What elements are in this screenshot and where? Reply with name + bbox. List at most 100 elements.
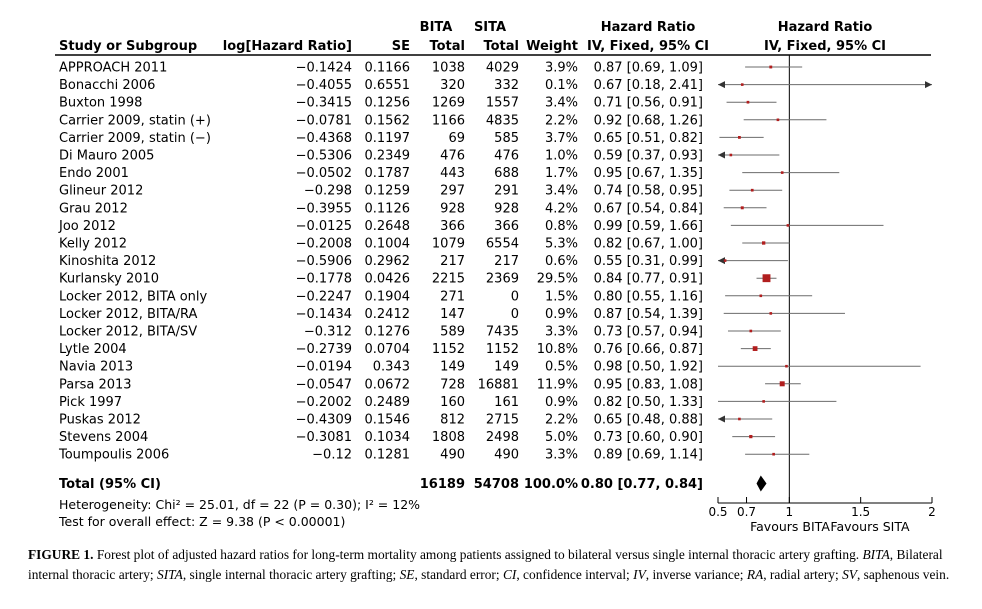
study-sita-total: 2715 [486,413,519,428]
study-bita-total: 728 [440,377,465,392]
study-point-marker [761,241,766,245]
study-se: 0.1276 [365,325,411,340]
study-weight: 29.5% [537,272,578,287]
study-hazard-ratio-ci: 0.87 [0.69, 1.09] [594,61,703,76]
study-se: 0.1904 [365,289,411,304]
study-weight: 1.5% [545,289,578,304]
study-se: 0.1259 [365,184,411,199]
x-axis-tick-label: 1.5 [851,505,870,519]
study-point-marker [723,259,727,262]
header-plot-bottom: IV, Fixed, 95% CI [764,39,886,54]
study-bita-total: 443 [440,166,465,181]
study-se: 0.1126 [365,201,411,216]
study-hazard-ratio-ci: 0.95 [0.83, 1.08] [594,377,703,392]
study-bita-total: 1166 [432,113,465,128]
study-weight: 10.8% [537,342,578,357]
caption-part: BITA [862,547,890,562]
study-sita-total: 4029 [486,61,519,76]
study-point-marker [746,100,750,104]
study-loghr: −0.312 [304,325,352,340]
study-name: Locker 2012, BITA/RA [59,307,197,322]
overall-effect-text: Test for overall effect: Z = 9.38 (P < 0… [58,514,345,529]
study-point-marker [769,65,773,69]
caption-text: Forest plot of adjusted hazard ratios fo… [28,547,949,582]
study-loghr: −0.3955 [296,201,352,216]
study-hazard-ratio-ci: 0.87 [0.54, 1.39] [594,307,703,322]
study-weight: 3.9% [545,61,578,76]
study-hazard-ratio-ci: 0.82 [0.50, 1.33] [594,395,703,410]
study-se: 0.1256 [365,96,411,111]
study-weight: 5.3% [545,237,578,252]
study-hazard-ratio-ci: 0.65 [0.48, 0.88] [594,413,703,428]
study-bita-total: 2215 [432,272,465,287]
ci-arrow-left-icon [718,81,725,89]
caption-part: IV [633,567,646,582]
study-name: Carrier 2009, statin (+) [59,113,211,128]
study-se: 0.1166 [365,61,411,76]
study-loghr: −0.3415 [296,96,352,111]
total-weight: 100.0% [524,477,578,492]
study-weight: 0.5% [545,360,578,375]
total-hazard-ratio-ci: 0.80 [0.77, 0.84] [581,477,703,492]
forest-plot: BITA SITA Hazard Ratio Hazard Ratio Study or… [55,20,936,534]
study-point-marker [750,188,754,192]
study-loghr: −0.0502 [296,166,352,181]
study-bita-total: 297 [440,184,465,199]
study-sita-total: 928 [494,201,519,216]
total-sita: 54708 [474,477,519,492]
study-sita-total: 149 [494,360,519,375]
study-name: Buxton 1998 [59,96,142,111]
study-se: 0.6551 [365,78,411,93]
study-bita-total: 149 [440,360,465,375]
study-name: Locker 2012, BITA only [59,289,208,304]
study-loghr: −0.5906 [296,254,352,269]
study-loghr: −0.0194 [296,360,352,375]
caption-part: Forest plot of adjusted hazard ratios fo… [93,547,863,562]
study-sita-total: 332 [494,78,519,93]
study-point-marker [749,329,753,333]
study-loghr: −0.12 [312,448,352,463]
study-sita-total: 6554 [486,237,519,252]
study-bita-total: 271 [440,289,465,304]
study-name: Glineur 2012 [59,184,143,199]
header-plot-top: Hazard Ratio [778,20,873,35]
study-name: Bonacchi 2006 [59,78,155,93]
study-loghr: −0.1434 [296,307,352,322]
study-point-marker [785,364,788,368]
x-axis-tick-label: 0.5 [708,505,727,519]
caption-part: , radial artery; [763,567,843,582]
study-sita-total: 161 [494,395,519,410]
study-bita-total: 217 [440,254,465,269]
study-hazard-ratio-ci: 0.76 [0.66, 0.87] [594,342,703,357]
study-sita-total: 7435 [486,325,519,340]
caption-part: , saphenous vein. [856,567,950,582]
study-sita-total: 490 [494,448,519,463]
study-loghr: −0.2002 [296,395,352,410]
study-loghr: −0.0547 [296,377,352,392]
header-sita-bottom: Total [483,39,519,54]
study-weight: 4.2% [545,201,578,216]
study-bita-total: 928 [440,201,465,216]
study-se: 0.1787 [365,166,411,181]
study-se: 0.2349 [365,149,411,164]
study-loghr: −0.2247 [296,289,352,304]
study-sita-total: 1152 [486,342,519,357]
study-point-marker [752,346,758,351]
study-name: Kelly 2012 [59,237,127,252]
favours-sita-label: Favours SITA [830,519,910,534]
header-hr-bottom: IV, Fixed, 95% CI [587,39,709,54]
study-name: Toumpoulis 2006 [58,448,169,463]
caption-part: , Bilateral internal thoracic artery; [28,547,943,582]
study-hazard-ratio-ci: 0.59 [0.37, 0.93] [594,149,703,164]
study-sita-total: 2498 [486,430,519,445]
study-bita-total: 147 [440,307,465,322]
study-se: 0.0672 [365,377,411,392]
study-weight: 0.9% [545,307,578,322]
study-hazard-ratio-ci: 0.82 [0.67, 1.00] [594,237,703,252]
study-hazard-ratio-ci: 0.67 [0.18, 2.41] [594,78,703,93]
study-bita-total: 1152 [432,342,465,357]
study-point-marker [740,83,744,86]
study-bita-total: 1038 [432,61,465,76]
study-bita-total: 69 [448,131,465,146]
caption-part: SE [399,567,415,582]
